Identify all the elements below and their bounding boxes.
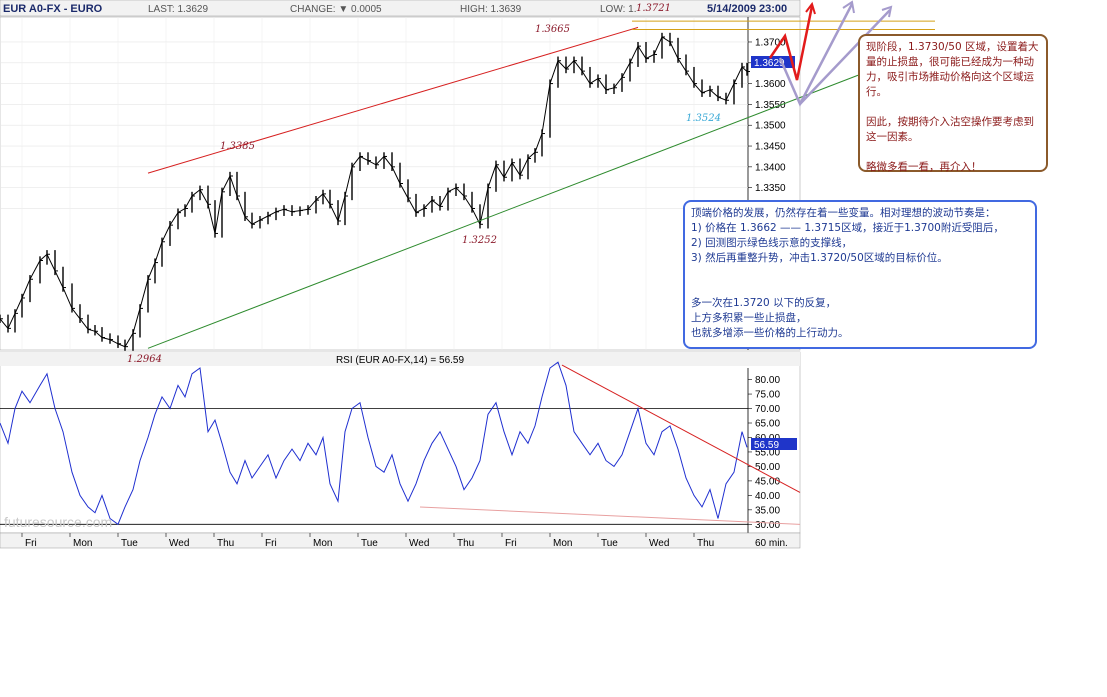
price-tag: 1.3629 (751, 56, 795, 69)
price-series-line (0, 36, 748, 348)
rsi-tick-label: 75.00 (755, 390, 780, 401)
x-axis-bar (0, 532, 801, 549)
note-right-para-3: 略微多看一看，再介入！ (866, 161, 982, 173)
x-tick-label: Fri (505, 538, 517, 549)
price-tick-label: 1.3550 (755, 100, 786, 111)
price-tick-label: 1.3400 (755, 162, 786, 173)
x-tick-label: Mon (73, 538, 92, 549)
note-right-para-2: 因此，按期待介入沽空操作要考虑到这一因素。 (866, 116, 1034, 143)
x-axis: Fri Mon Tue Wed Thu Fri Mon Tue Wed Thu Fri Mon Tue W… (0, 532, 801, 549)
forecast-path-red (768, 5, 814, 81)
rsi-tick-label: 80.00 (755, 375, 780, 386)
annotation-low-1: 1.2964 (127, 354, 162, 365)
price-tick-label: 1.3600 (755, 79, 786, 90)
x-tick-label: Thu (457, 538, 474, 549)
arrow-head-violet-1 (842, 0, 855, 14)
annotation-low-2: 1.3252 (462, 235, 497, 246)
rsi-tag: 56.59 (751, 438, 797, 451)
x-axis-unit: 60 min. (755, 538, 788, 549)
forecast-arrows (768, 0, 893, 107)
line-rsi_downtrend (561, 364, 801, 493)
note-middle-line-6: 多一次在1.3720 以下的反复， (691, 297, 837, 309)
rsi-tick-label: 30.00 (755, 520, 780, 531)
x-tick-label: Thu (697, 538, 714, 549)
watermark: futuresource.com (4, 514, 112, 530)
rsi-title: RSI (EUR A0-FX,14) = 56.59 (336, 355, 465, 366)
change-value: CHANGE: ▼ 0.0005 (290, 4, 382, 15)
price-tick-label: 1.3700 (755, 37, 786, 48)
x-tick-label: Mon (313, 538, 332, 549)
note-middle-line-8: 也就多增添一些价格的上行动力。 (691, 327, 849, 339)
note-price-rhythm: 顶端价格的发展，仍然存在着一些变量。相对理想的波动节奏是： 1) 价格在 1.3… (683, 200, 1037, 349)
note-stop-loss-zone: 现阶段，1.3730/50 区域，设置着大量的止损盘，很可能已经成为一种动力，吸… (858, 34, 1048, 173)
price-tick-label: 1.3350 (755, 183, 786, 194)
annotation-high-2: 1.3665 (535, 24, 570, 35)
x-tick-label: Wed (169, 538, 189, 549)
rsi-tag-value: 56.59 (754, 440, 779, 451)
x-tick-label: Thu (217, 538, 234, 549)
annotation-high-1: 1.3385 (220, 141, 255, 152)
last-price: LAST: 1.3629 (148, 4, 208, 15)
x-tick-label: Tue (601, 538, 618, 549)
x-tick-label: Fri (265, 538, 277, 549)
rsi-panel-frame (0, 351, 801, 534)
note-right-para-1: 现阶段，1.3730/50 区域，设置着大量的止损盘，很可能已经成为一种动力，吸… (866, 41, 1039, 98)
forecast-path-violet-2 (799, 9, 891, 105)
rsi-tick-label: 70.00 (755, 404, 780, 415)
line-rsi_floor (419, 506, 801, 525)
x-tick-label: Wed (649, 538, 669, 549)
rsi-tick-label: 35.00 (755, 505, 780, 516)
arrow-head-violet-2 (881, 5, 893, 18)
high-price: HIGH: 1.3639 (460, 4, 522, 15)
rsi-tick-label: 40.00 (755, 491, 780, 502)
rsi-tag-box (751, 438, 797, 450)
header-bar (0, 0, 801, 17)
x-tick-label: Mon (553, 538, 572, 549)
rsi-series-line (0, 361, 748, 526)
rsi-tick-label: 55.00 (755, 447, 780, 458)
annotation-high-3: 1.3721 (636, 3, 671, 14)
price-tick-label: 1.3500 (755, 121, 786, 132)
rsi-tick-label: 65.00 (755, 419, 780, 430)
header-datetime: 5/14/2009 23:00 (707, 3, 787, 15)
x-tick-label: Wed (409, 538, 429, 549)
arrow-head-red (805, 1, 816, 15)
x-tick-label: Tue (361, 538, 378, 549)
rsi-panel: 80.0075.0070.0065.0060.0055.0050.0045.00… (0, 351, 801, 534)
annotation-low-3: 1.3524 (686, 113, 721, 124)
price-panel: 1.37001.36501.36001.35501.35001.34501.34… (0, 16, 935, 351)
price-tag-value: 1.3629 (754, 58, 785, 69)
note-middle-line-4: 3) 然后再重整升势，冲击1.3720/50区域的目标价位。 (691, 252, 948, 264)
note-middle-line-7: 上方多积累一些止损盘， (691, 312, 807, 324)
note-middle-line-2: 1) 价格在 1.3662 —— 1.3715区域，接近于1.3700附近受阻后… (691, 222, 1004, 234)
x-tick-label: Fri (25, 538, 37, 549)
line-resistance (147, 26, 639, 174)
low-price: LOW: 1. (600, 4, 637, 15)
rsi-tick-label: 45.00 (755, 476, 780, 487)
x-tick-label: Tue (121, 538, 138, 549)
rsi-tick-label: 50.00 (755, 462, 780, 473)
price-tick-label: 1.3450 (755, 142, 786, 153)
note-middle-line-3: 2) 回测图示绿色线示意的支撑线， (691, 237, 853, 249)
rsi-title-bar (0, 352, 800, 366)
quote-header: EUR A0-FX - EURO LAST: 1.3629 CHANGE: ▼ … (0, 0, 801, 17)
line-support (147, 74, 859, 349)
note-middle-line-1: 顶端价格的发展，仍然存在着一些变量。相对理想的波动节奏是： (691, 207, 996, 219)
symbol-title: EUR A0-FX - EURO (3, 3, 103, 15)
